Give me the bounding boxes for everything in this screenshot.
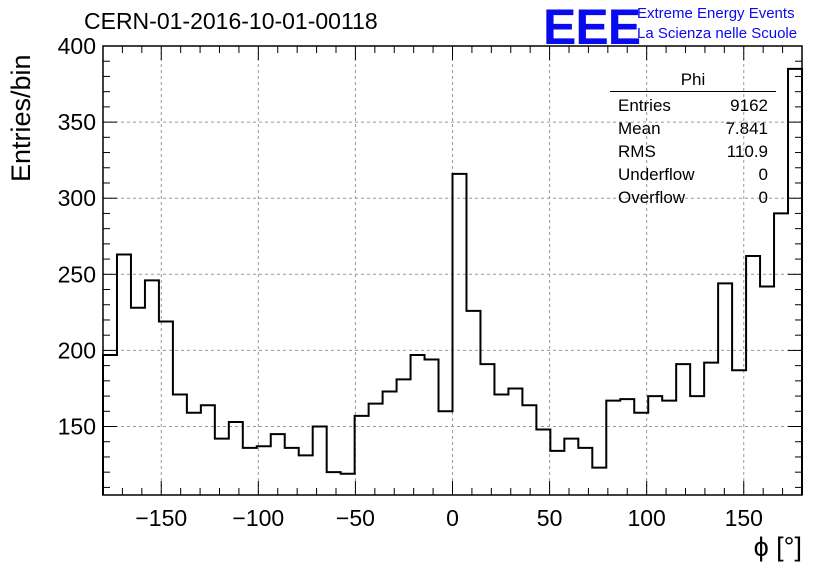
chart-title: CERN-01-2016-10-01-00118	[84, 8, 378, 34]
y-axis-label: Entries/bin	[6, 54, 36, 182]
x-tick-label: 150	[725, 505, 763, 531]
x-tick-label: 0	[446, 505, 459, 531]
stats-value: 110.9	[726, 142, 768, 161]
x-axis-label: ϕ [°]	[753, 532, 802, 562]
stats-row-underflow: Underflow 0	[610, 163, 776, 186]
stats-row-mean: Mean 7.841	[610, 117, 776, 140]
stats-row-rms: RMS 110.9	[610, 140, 776, 163]
x-tick-label: −50	[336, 505, 375, 531]
stats-value: 0	[758, 188, 768, 207]
stats-box: Phi Entries 9162 Mean 7.841 RMS 110.9 Un…	[610, 70, 776, 209]
stats-label: Overflow	[618, 188, 686, 207]
histogram-line	[102, 67, 803, 495]
y-tick-label: 250	[58, 261, 96, 287]
logo-line-1: Extreme Energy Events	[637, 5, 795, 22]
stats-label: Underflow	[618, 165, 695, 184]
plot-frame	[102, 45, 803, 496]
stats-value: 0	[758, 165, 768, 184]
x-tick-label: −150	[135, 505, 187, 531]
stats-label: RMS	[618, 142, 656, 161]
stats-label: Entries	[618, 96, 671, 115]
stats-row-overflow: Overflow 0	[610, 186, 776, 209]
y-tick-label: 350	[58, 109, 96, 135]
stats-row-entries: Entries 9162	[610, 94, 776, 117]
x-tick-label: 100	[627, 505, 665, 531]
stats-label: Mean	[618, 119, 661, 138]
y-tick-label: 200	[58, 337, 96, 363]
x-tick-label: 50	[537, 505, 563, 531]
logo-line-2: La Scienza nelle Scuole	[637, 25, 798, 42]
x-tick-label: −100	[232, 505, 284, 531]
stats-value: 9162	[730, 96, 768, 115]
stats-value: 7.841	[725, 119, 768, 138]
y-tick-label: 300	[58, 185, 96, 211]
eee-logo: EEE	[543, 0, 641, 55]
stats-title: Phi	[610, 70, 776, 92]
y-tick-label: 150	[58, 414, 96, 440]
y-tick-label: 400	[58, 33, 96, 59]
